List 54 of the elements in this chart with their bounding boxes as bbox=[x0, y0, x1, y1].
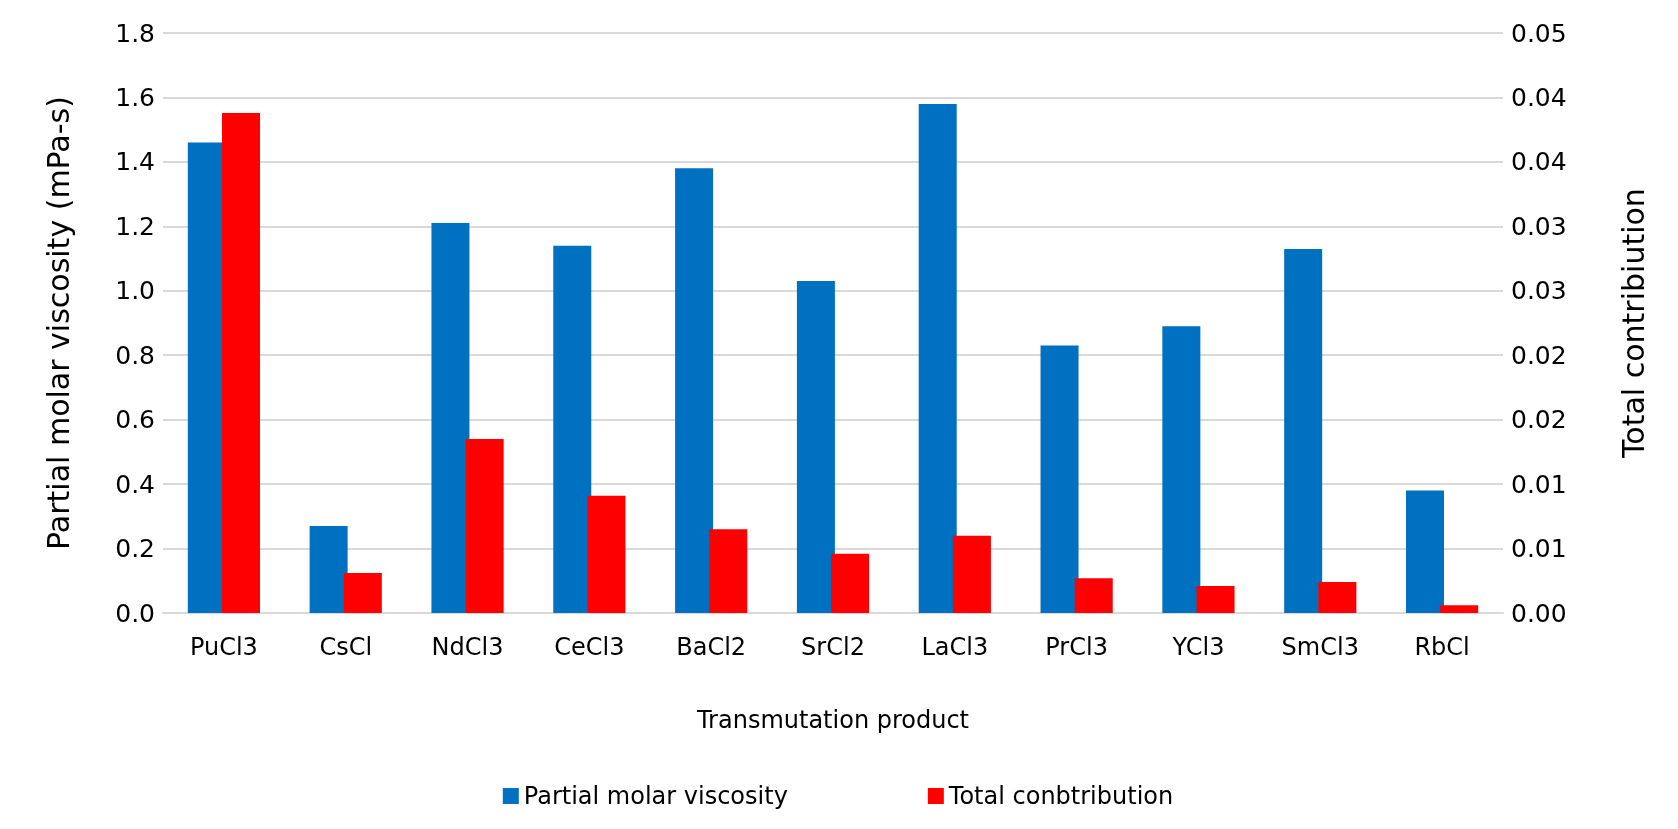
bar bbox=[1405, 490, 1444, 613]
y-axis-title: Partial molar viscosity (mPa-s) bbox=[40, 96, 76, 550]
x-axis-title: Transmutation product bbox=[695, 706, 970, 734]
bar bbox=[831, 553, 870, 613]
y2-tick-label: 0.01 bbox=[1511, 534, 1567, 564]
y-tick-label: 0.2 bbox=[115, 534, 155, 564]
bar bbox=[918, 103, 957, 613]
y2-tick-label: 0.02 bbox=[1511, 405, 1567, 435]
x-tick-label: RbCl bbox=[1414, 633, 1470, 661]
bar bbox=[309, 526, 348, 613]
bar bbox=[709, 529, 748, 613]
y-tick-label: 1.6 bbox=[115, 82, 155, 112]
x-tick-label: LaCl3 bbox=[921, 633, 989, 661]
y2-tick-label: 0.02 bbox=[1511, 340, 1567, 370]
y-tick-label: 0.4 bbox=[115, 469, 155, 499]
y-tick-label: 1.8 bbox=[115, 18, 155, 48]
y2-tick-label: 0.04 bbox=[1511, 147, 1567, 177]
x-tick-label: PrCl3 bbox=[1045, 633, 1108, 661]
y2-tick-label: 0.04 bbox=[1511, 82, 1567, 112]
y2-tick-label: 0.03 bbox=[1511, 211, 1567, 241]
y-tick-label: 0.8 bbox=[115, 340, 155, 370]
bar bbox=[553, 245, 592, 613]
bar bbox=[675, 168, 714, 613]
bar bbox=[1284, 248, 1323, 613]
legend-label: Total conbtribution bbox=[947, 782, 1174, 810]
bar bbox=[1040, 345, 1079, 613]
y2-tick-label: 0.03 bbox=[1511, 276, 1567, 306]
x-tick-label: NdCl3 bbox=[431, 633, 504, 661]
bar bbox=[796, 281, 835, 613]
x-tick-label: CeCl3 bbox=[554, 633, 625, 661]
y2-tick-label: 0.05 bbox=[1511, 18, 1567, 48]
x-tick-label: SrCl2 bbox=[801, 633, 865, 661]
legend-label: Partial molar viscosity bbox=[523, 782, 788, 810]
y2-tick-label: 0.00 bbox=[1511, 598, 1567, 628]
bar bbox=[1074, 578, 1113, 613]
y-tick-label: 1.4 bbox=[115, 147, 155, 177]
bar bbox=[1196, 585, 1235, 613]
y-tick-label: 1.2 bbox=[115, 211, 155, 241]
y-tick-label: 0.6 bbox=[115, 405, 155, 435]
y2-axis-title: Total contribiution bbox=[1615, 188, 1651, 459]
bar bbox=[587, 495, 626, 613]
bar bbox=[1440, 605, 1479, 613]
bar bbox=[431, 223, 470, 613]
bar bbox=[1162, 326, 1201, 613]
x-tick-label: SmCl3 bbox=[1281, 633, 1359, 661]
y2-tick-label: 0.01 bbox=[1511, 469, 1567, 499]
y-tick-label: 1.0 bbox=[115, 276, 155, 306]
x-tick-label: BaCl2 bbox=[676, 633, 747, 661]
bar bbox=[952, 535, 991, 613]
bar bbox=[1318, 582, 1357, 613]
x-tick-label: CsCl bbox=[319, 633, 373, 661]
y-tick-label: 0.0 bbox=[115, 598, 155, 628]
x-tick-label: YCl3 bbox=[1171, 633, 1225, 661]
x-tick-label: PuCl3 bbox=[189, 633, 258, 661]
